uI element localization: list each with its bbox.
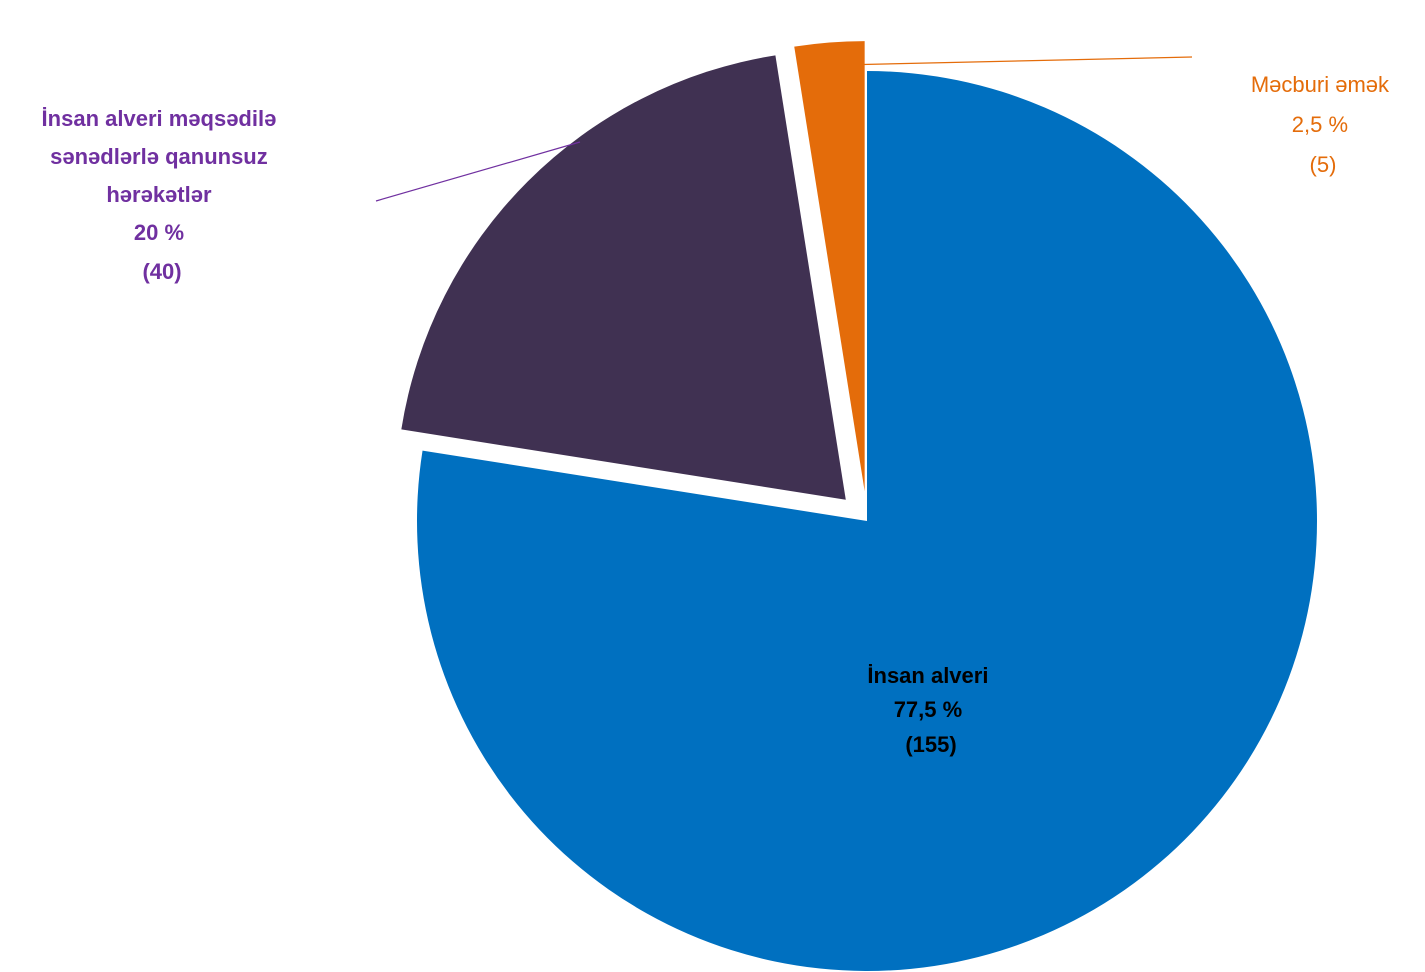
slice-percent: 77,5 %	[894, 697, 963, 722]
slice-count: (40)	[142, 259, 181, 284]
slice-label-forced-labor: Məcburi əmək 2,5 % (5)	[1251, 72, 1395, 177]
slice-label-human-trafficking: İnsan alveri 77,5 % (155)	[867, 663, 994, 757]
leader-line-documents	[375, 141, 581, 202]
slice-name-line-3: hərəkətlər	[106, 182, 212, 207]
slice-percent: 2,5 %	[1292, 112, 1348, 137]
leader-lines	[375, 56, 1193, 202]
slice-name-line-2: sənədlərlə qanunsuz	[50, 144, 268, 169]
pie-slices	[401, 41, 1317, 971]
leader-line-forced-labor	[840, 56, 1193, 66]
slice-percent: 20 %	[134, 220, 184, 245]
slice-name: Məcburi əmək	[1251, 72, 1390, 97]
pie-slice-human-trafficking	[417, 71, 1317, 971]
slice-count: (5)	[1310, 152, 1337, 177]
slice-count: (155)	[905, 732, 956, 757]
pie-slice-documents	[401, 55, 846, 500]
pie-slice-forced-labor	[794, 41, 865, 492]
slice-label-documents: İnsan alveri məqsədilə sənədlərlə qanuns…	[42, 106, 283, 284]
slice-name-line-1: İnsan alveri məqsədilə	[42, 106, 277, 131]
slice-name: İnsan alveri	[867, 663, 988, 688]
